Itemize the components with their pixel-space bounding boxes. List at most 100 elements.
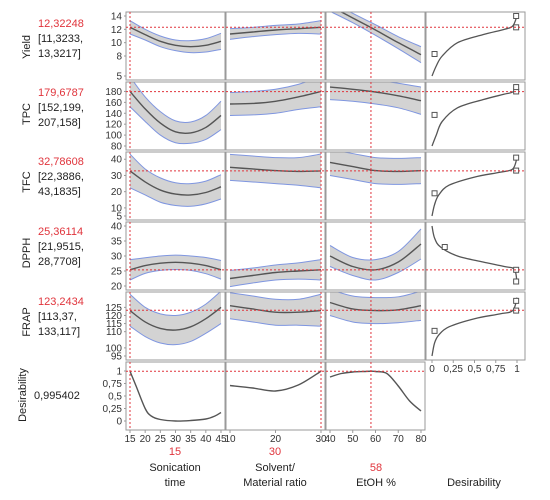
y-tick-label-tfc: 20 [111, 187, 123, 198]
response-name-tfc: TFC [21, 171, 33, 192]
desirability-handle [441, 244, 448, 250]
confidence-lower [329, 314, 422, 325]
cell-frame [325, 221, 426, 291]
desirability-curve [431, 15, 518, 77]
confidence-upper [129, 254, 222, 261]
cell-frame [225, 151, 326, 221]
desirability-x-tick-label: 1 [514, 364, 520, 375]
response-ci-high-tfc: 43,1835] [38, 186, 81, 198]
cell-yield-sonication [129, 20, 222, 54]
confidence-band [230, 292, 321, 327]
y-tick-label-tfc: 40 [111, 155, 123, 166]
factor-current-etoh: 58 [370, 462, 382, 474]
cell-dpph-solvent [229, 259, 322, 288]
cell-frame [125, 81, 226, 151]
y-tick-label-tpc: 100 [105, 131, 122, 142]
confidence-band [130, 255, 221, 280]
y-tick-label-yield: 8 [116, 52, 122, 63]
response-ci-low-tfc: [22,3886, [38, 171, 84, 183]
y-tick-label-dpph: 20 [111, 282, 123, 293]
response-value-tpc: 179,6787 [38, 87, 84, 99]
response-ci-high-tpc: 207,158] [38, 117, 81, 129]
cell-frame [225, 11, 326, 81]
y-tick-label-desirability: 0 [116, 417, 122, 428]
confidence-lower [229, 318, 322, 327]
confidence-upper [129, 292, 221, 317]
y-tick-label-desirability: 1 [116, 367, 122, 378]
cell-frame [425, 151, 526, 221]
y-tick-label-tpc: 160 [105, 98, 122, 109]
response-name-dpph: DPPH [21, 238, 33, 269]
confidence-upper [129, 20, 222, 42]
response-ci-low-frap: [113,37, [38, 311, 77, 323]
factor-name-solvent-line2: Material ratio [243, 477, 307, 489]
cell-frame [425, 291, 526, 361]
confidence-upper [229, 20, 322, 30]
cell-frap-etoh [329, 292, 422, 325]
y-tick-label-desirability: 0,5 [108, 392, 122, 403]
confidence-band [331, 12, 421, 63]
cell-dpph-etoh [329, 228, 422, 281]
desirability-handle [431, 327, 438, 334]
desirability-handle [513, 13, 520, 19]
response-name-tpc: TPC [21, 103, 33, 125]
cell-frame [325, 291, 426, 361]
x-tick-label-sonication: 40 [200, 434, 212, 445]
cell-tpc-sonication [129, 82, 222, 145]
desirability-handle [431, 111, 438, 118]
response-ci-low-yield: [11,3233, [38, 33, 83, 45]
desirability-handle [513, 154, 520, 161]
factor-name-etoh: EtOH % [356, 477, 396, 489]
prediction-curve [129, 306, 222, 331]
cell-frame [225, 81, 326, 151]
y-tick-label-frap: 115 [106, 319, 122, 330]
y-tick-label-dpph: 35 [111, 237, 123, 248]
prediction-curve [129, 26, 222, 48]
confidence-lower [329, 99, 422, 115]
prediction-curve [129, 261, 222, 271]
y-tick-label-frap: 120 [105, 311, 122, 322]
response-name-yield: Yield [21, 35, 33, 59]
prediction-curve [229, 370, 322, 392]
prediction-curve [329, 370, 422, 412]
x-tick-label-etoh: 80 [415, 434, 427, 445]
desirability-handle [513, 278, 520, 285]
x-tick-label-sonication: 30 [170, 434, 182, 445]
response-ci-low-tpc: [152,199, [38, 102, 84, 114]
desirability-x-tick-label: 0,5 [468, 364, 482, 375]
x-tick-label-sonication: 45 [215, 434, 227, 445]
desirability-function-dpph [431, 225, 518, 284]
confidence-band [330, 292, 421, 324]
x-tick-label-etoh: 70 [393, 434, 405, 445]
y-tick-label-yield: 5 [116, 72, 122, 83]
x-tick-label-solvent: 30 [315, 434, 327, 445]
response-value-desirability: 0,995402 [34, 390, 80, 402]
prediction-curve [129, 370, 222, 422]
y-tick-label-frap: 110 [106, 327, 122, 338]
desirability-function-frap [431, 297, 518, 357]
confidence-lower [229, 106, 322, 116]
confidence-upper [229, 292, 322, 301]
prediction-curve [129, 170, 222, 196]
x-tick-label-sonication: 20 [140, 434, 152, 445]
cell-frame [125, 291, 226, 361]
y-tick-label-tfc: 5 [116, 212, 122, 223]
desirability-axis-label: Desirability [447, 477, 501, 489]
confidence-lower [330, 12, 422, 64]
y-tick-label-yield: 14 [111, 12, 123, 23]
prediction-curve [339, 12, 422, 56]
y-tick-label-frap: 100 [105, 343, 122, 354]
x-tick-label-sonication: 25 [155, 434, 167, 445]
y-tick-label-tfc: 30 [111, 171, 123, 182]
desirability-function-tpc [431, 85, 518, 147]
response-name-frap: FRAP [21, 307, 33, 336]
cell-frame [425, 221, 526, 291]
x-tick-label-sonication: 15 [124, 434, 136, 445]
confidence-band [130, 82, 221, 144]
confidence-band [130, 20, 221, 53]
desirability-handle [431, 190, 438, 197]
cell-tpc-etoh [329, 82, 422, 115]
factor-name-solvent-line1: Solvent/ [255, 462, 296, 474]
x-tick-label-etoh: 50 [347, 434, 359, 445]
desirability-curve [431, 85, 518, 147]
